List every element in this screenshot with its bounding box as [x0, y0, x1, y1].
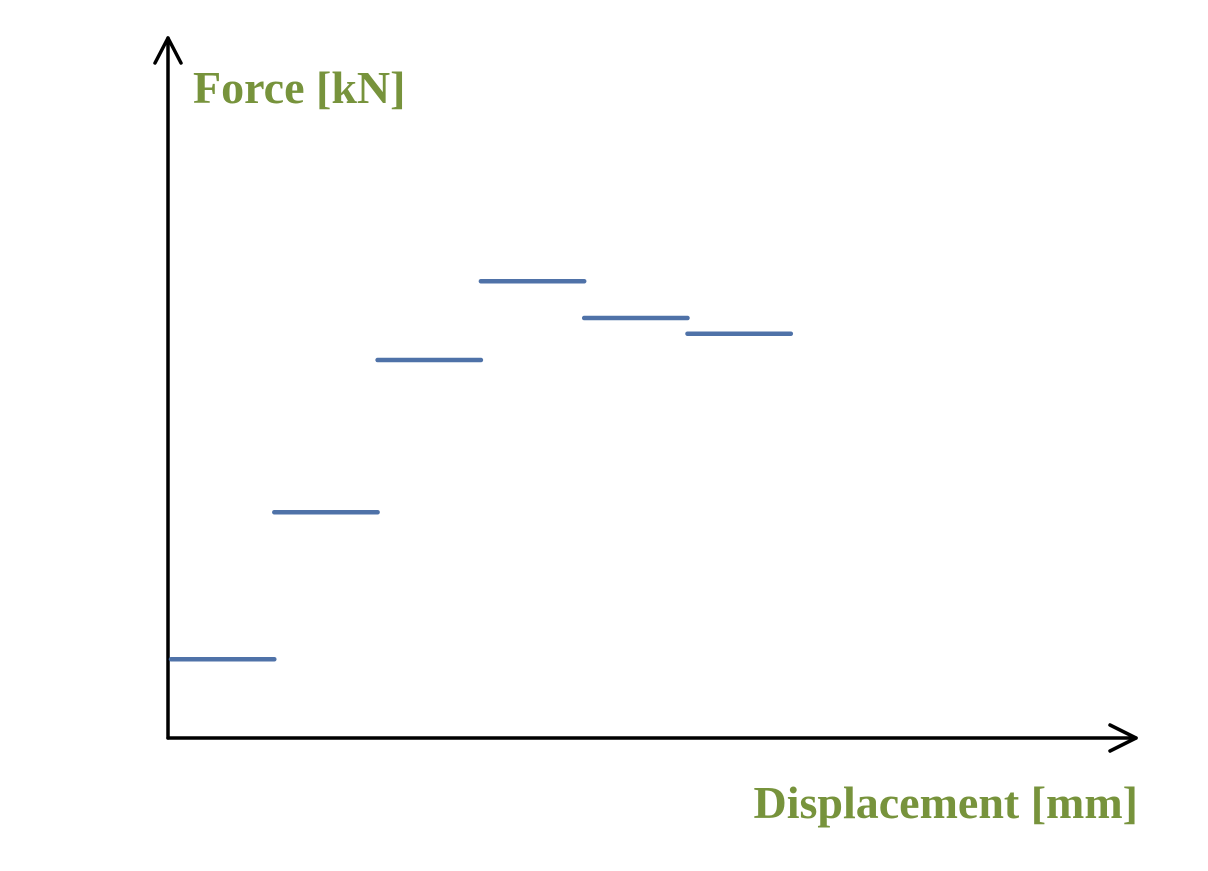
axes [153, 36, 1138, 753]
y-axis-label: Force [kN] [193, 62, 405, 113]
x-axis-label: Displacement [mm] [753, 777, 1138, 828]
x-axis-arrow [1108, 723, 1138, 753]
step-series [168, 279, 794, 662]
y-axis-arrow [153, 36, 183, 65]
